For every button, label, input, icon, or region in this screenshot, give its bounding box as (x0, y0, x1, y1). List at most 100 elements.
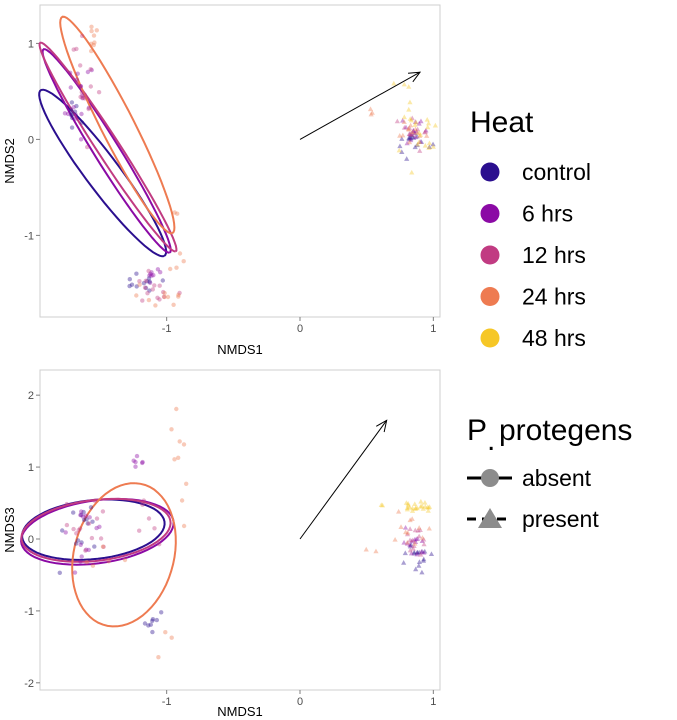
data-point (73, 116, 79, 121)
data-point (70, 115, 75, 121)
y-tick-label: 1 (28, 462, 34, 474)
data-point (92, 40, 97, 45)
data-point (409, 129, 415, 135)
data-point (407, 99, 413, 105)
axis-ticks-top: -1 0 1 -1 0 1 (24, 38, 436, 335)
data-point (414, 551, 420, 557)
data-point (410, 545, 416, 551)
data-point (418, 549, 424, 554)
data-point (416, 563, 422, 568)
data-point (71, 510, 76, 515)
data-point (86, 106, 91, 112)
data-point (69, 109, 74, 114)
data-point (409, 516, 415, 521)
legend-heat-items: control 6 hrs 12 hrs 24 hrs 48 hrs (480, 159, 591, 351)
data-point (406, 131, 412, 137)
x-axis-title-top: NMDS1 (217, 342, 263, 357)
data-point (407, 116, 413, 121)
data-point (150, 618, 155, 623)
data-point (392, 536, 398, 542)
data-point (156, 655, 161, 660)
data-point (413, 128, 420, 134)
data-point (90, 519, 95, 524)
data-point (94, 525, 99, 531)
ellipses-top (38, 15, 178, 258)
data-point (409, 538, 415, 544)
data-point (77, 526, 83, 531)
data-point (79, 120, 85, 125)
arrow-shaft (299, 71, 421, 140)
data-point (154, 617, 159, 623)
legend-heat-key (480, 287, 500, 306)
data-point (425, 508, 431, 513)
data-point (91, 33, 97, 38)
data-point (75, 71, 80, 76)
data-point (409, 115, 415, 121)
data-point (416, 525, 422, 530)
data-point (83, 548, 88, 553)
data-point (411, 549, 417, 555)
data-point (401, 125, 408, 130)
data-point (79, 90, 85, 95)
y-tick-label: -1 (24, 606, 34, 618)
data-point (146, 268, 151, 274)
y-tick-label: 0 (28, 534, 34, 546)
data-point (86, 547, 92, 553)
data-point (75, 538, 81, 543)
data-point (412, 126, 419, 132)
data-point (69, 125, 75, 130)
data-point (149, 270, 154, 275)
legend-heat-label: 48 hrs (522, 325, 586, 351)
legend-protegens-items: absent present (467, 465, 599, 532)
data-point (404, 140, 410, 146)
data-point (407, 542, 413, 548)
data-point (411, 128, 417, 133)
data-point (410, 127, 416, 133)
data-point (406, 84, 412, 89)
data-point (404, 156, 410, 161)
data-point (181, 442, 187, 447)
data-point (147, 288, 152, 293)
data-point (147, 280, 153, 285)
data-point (176, 294, 181, 299)
data-point (150, 629, 155, 635)
data-point (426, 140, 433, 146)
data-point (406, 106, 412, 112)
data-point (80, 514, 86, 519)
data-point (412, 539, 419, 544)
data-point (412, 501, 418, 506)
data-point (157, 283, 162, 288)
data-point (62, 111, 68, 116)
data-point (421, 541, 427, 547)
data-point (152, 283, 157, 288)
data-point (141, 498, 146, 503)
data-point (101, 544, 106, 549)
x-tick-label: 1 (430, 323, 436, 335)
data-point (412, 119, 419, 124)
ellipse-12-hrs (20, 497, 172, 563)
data-point (140, 460, 145, 466)
data-point (413, 505, 419, 510)
data-point (415, 126, 421, 132)
data-point (414, 549, 421, 555)
data-point (424, 116, 430, 122)
data-point (146, 297, 152, 303)
data-point (174, 406, 179, 412)
data-point (419, 538, 425, 544)
data-point (402, 525, 409, 530)
data-point (394, 118, 400, 124)
data-point (140, 502, 145, 507)
data-point (403, 529, 409, 535)
data-point (412, 122, 418, 127)
data-point (405, 500, 411, 506)
data-point (368, 111, 374, 117)
data-point (408, 122, 414, 128)
data-point (179, 498, 185, 503)
data-point (80, 96, 85, 101)
data-point (84, 547, 89, 552)
data-point (396, 508, 402, 514)
arrow-bottom (299, 419, 388, 540)
data-point (407, 131, 413, 137)
points-bottom (57, 406, 435, 660)
